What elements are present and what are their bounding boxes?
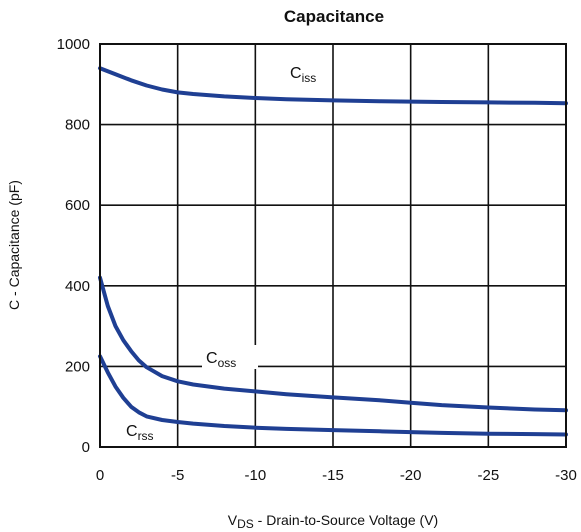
label-backdrop xyxy=(202,345,258,369)
y-tick-label: 400 xyxy=(65,278,90,295)
curve-label-ciss: Ciss xyxy=(290,65,316,85)
chart-title: Capacitance xyxy=(284,7,384,26)
y-tick-label: 200 xyxy=(65,358,90,375)
y-axis-label: C - Capacitance (pF) xyxy=(6,180,22,310)
x-tick-label: -20 xyxy=(400,467,422,484)
x-tick-label: 0 xyxy=(96,467,104,484)
grid xyxy=(100,44,566,447)
curve-label-crss: Crss xyxy=(126,423,154,443)
y-tick-label: 1000 xyxy=(57,36,90,53)
x-tick-label: -30 xyxy=(555,467,577,484)
series-line-ciss xyxy=(98,66,568,106)
x-tick-label: -15 xyxy=(322,467,344,484)
x-tick-label: -25 xyxy=(477,467,499,484)
x-axis-label: VDS - Drain-to-Source Voltage (V) xyxy=(228,512,438,531)
y-tick-label: 0 xyxy=(82,439,90,456)
x-tick-label: -10 xyxy=(244,467,266,484)
y-tick-label: 600 xyxy=(65,197,90,214)
series-line-crss xyxy=(98,354,568,437)
x-axis-label-sub: DS xyxy=(237,517,254,531)
series-line-coss xyxy=(98,275,568,413)
curves xyxy=(98,66,568,437)
x-tick-labels: 0 -5 -10 -15 -20 -25 -30 xyxy=(96,467,577,484)
x-axis-label-main: V xyxy=(228,512,238,528)
y-tick-label: 800 xyxy=(65,117,90,134)
x-axis-label-rest: - Drain-to-Source Voltage (V) xyxy=(254,512,438,528)
plot-frame xyxy=(99,43,567,448)
x-tick-label: -5 xyxy=(171,467,184,484)
curve-label-coss: Coss xyxy=(206,350,236,370)
curve-labels: Ciss Coss Crss xyxy=(126,65,316,443)
y-tick-labels: 0 200 400 600 800 1000 xyxy=(57,36,90,456)
